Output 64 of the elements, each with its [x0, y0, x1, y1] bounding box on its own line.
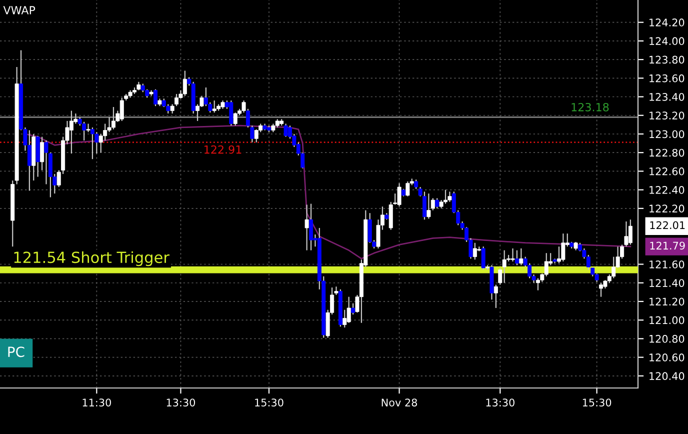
candlestick [544, 252, 548, 277]
x-tick-label: 13:30 [166, 398, 196, 406]
x-tick-label: 15:30 [582, 398, 612, 406]
candlestick [448, 191, 452, 202]
text: 121.79 [650, 242, 685, 250]
candlestick [342, 309, 347, 328]
y-tick-label: 124.00 [650, 37, 684, 46]
x-tick-label: 15:30 [255, 398, 284, 406]
ref-line-label: 121.54 Short Trigger [14, 251, 170, 266]
y-tick-label: 121.60 [650, 260, 684, 268]
candlestick [628, 219, 632, 246]
candlestick [510, 248, 515, 262]
candlestick [502, 250, 506, 284]
candlestick [309, 203, 314, 251]
x-tick-label: Nov 28 [382, 398, 418, 406]
y-tick-label: 123.60 [650, 74, 684, 82]
y-tick-label: 122.20 [650, 204, 684, 213]
candlestick [599, 282, 604, 298]
ref-line-label: 123.18 [572, 102, 609, 112]
y-tick-label: 123.80 [650, 56, 684, 64]
y-tick-label: 121.40 [650, 279, 684, 287]
candlestick [397, 182, 402, 208]
candlestick [406, 180, 410, 197]
ref-line-label: 122.91 [204, 145, 242, 154]
y-tick-label: 120.40 [650, 372, 684, 380]
candlestick [388, 201, 393, 230]
candlestick [494, 284, 498, 309]
candlestick [561, 232, 566, 262]
candlestick [69, 110, 74, 154]
candlestick [612, 256, 616, 279]
y-tick-label: 123.40 [650, 92, 684, 101]
candlestick [435, 198, 440, 209]
y-tick-label: 123.20 [650, 112, 684, 120]
y-tick-label: 120.60 [650, 354, 684, 362]
y-tick-label: 122.80 [650, 148, 684, 157]
y-tick-label: 120.80 [650, 334, 684, 343]
chart-title: VWAP [3, 6, 36, 14]
candlestick [519, 248, 524, 266]
y-tick-label: 122.40 [650, 186, 684, 194]
candlestick [422, 191, 426, 220]
candlestick [212, 100, 216, 114]
y-tick-label: 122.60 [650, 167, 684, 176]
candlestick [154, 88, 158, 107]
candlestick [229, 100, 234, 126]
y-tick-label: 121.00 [650, 316, 684, 324]
y-tick-label: 121.20 [650, 298, 684, 306]
candlestick [233, 112, 238, 126]
candlestick [304, 204, 309, 251]
x-tick-label: 13:30 [486, 398, 514, 406]
x-tick-label: 11:30 [82, 398, 111, 406]
candlestick [472, 242, 477, 260]
text: 122.01 [650, 221, 685, 230]
candlestick [182, 70, 187, 96]
candlestick [86, 123, 90, 133]
annotation: PC [8, 346, 24, 358]
candlestick [284, 123, 288, 138]
candlestick [426, 192, 431, 220]
candlestick [27, 130, 32, 192]
y-tick-label: 123.00 [650, 130, 684, 138]
candlestick [481, 246, 486, 270]
candlestick [346, 296, 351, 324]
candlestick [514, 250, 519, 266]
candlestick [120, 97, 124, 122]
y-tick-label: 124.20 [650, 18, 684, 26]
